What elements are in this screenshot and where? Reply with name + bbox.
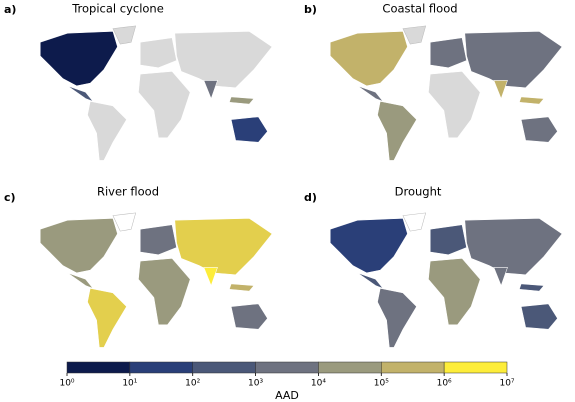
panel-label: a)	[4, 3, 16, 16]
colorbar-segment	[255, 361, 319, 374]
panel-title: Tropical cyclone	[71, 2, 164, 16]
panel-title: River flood	[97, 185, 159, 199]
colorbar-segment	[318, 361, 382, 374]
colorbar-label: AAD	[275, 389, 299, 402]
map-tropical-cyclone	[39, 25, 273, 161]
map-river-flood	[39, 212, 273, 348]
colorbar-tick-label: 10⁶	[437, 379, 452, 389]
colorbar-tick-label: 10⁴	[311, 379, 326, 389]
colorbar-tick-label: 10⁷	[499, 379, 514, 389]
colorbar-tick-label: 10⁵	[374, 379, 389, 389]
colorbar: 10⁰ 10¹ 10² 10³ 10⁴ 10⁵ 10⁶ 10⁷	[59, 361, 515, 389]
map-coastal-flood	[329, 25, 563, 161]
colorbar-segment	[192, 361, 256, 374]
colorbar-segment	[381, 361, 445, 374]
panel-label: b)	[304, 3, 317, 16]
panel-label: c)	[4, 191, 16, 204]
panel-label: d)	[304, 191, 317, 204]
panel-title: Drought	[395, 185, 442, 199]
colorbar-tick-label: 10³	[248, 379, 263, 389]
colorbar-segment	[66, 361, 131, 374]
map-drought	[329, 212, 563, 348]
colorbar-tick-label: 10¹	[122, 379, 137, 389]
panel-title: Coastal flood	[382, 2, 457, 16]
colorbar-tick-label: 10²	[185, 379, 200, 389]
colorbar-segment	[443, 361, 508, 374]
colorbar-segment	[129, 361, 193, 374]
colorbar-tick-label: 10⁰	[59, 379, 74, 389]
